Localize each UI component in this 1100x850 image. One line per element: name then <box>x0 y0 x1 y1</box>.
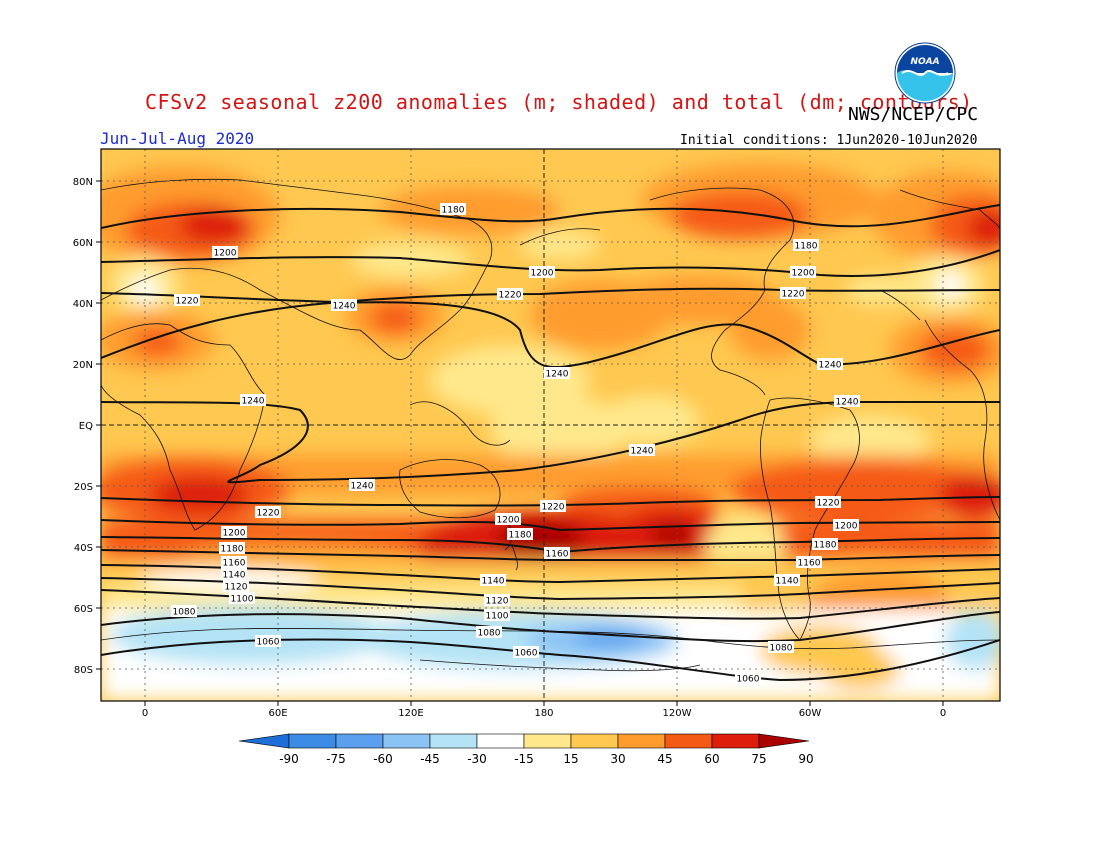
lat-label: 40N <box>73 299 93 310</box>
contour-label: 1240 <box>836 398 859 408</box>
contour-label: 1200 <box>223 529 246 539</box>
coastlines <box>101 178 1000 672</box>
colorbar-segment <box>523 733 572 749</box>
contour-label: 1220 <box>782 290 805 300</box>
contour-label: 1200 <box>835 522 858 532</box>
contour-label: 1220 <box>542 503 565 513</box>
contour-label: 1220 <box>176 297 199 307</box>
colorbar-segment <box>288 733 337 749</box>
contour-label: 1140 <box>776 577 799 587</box>
colorbar: -90 -75 -60 -45 -30 -15 15 30 45 60 75 90 <box>238 733 814 766</box>
lon-labels: 0 60E 120E 180 120W 60W 0 <box>142 708 946 719</box>
contour-label: 1120 <box>486 597 509 607</box>
colorbar-label: 75 <box>751 752 766 766</box>
colorbar-label: -75 <box>326 752 346 766</box>
contour-label: 1200 <box>497 516 520 526</box>
colorbar-label: -15 <box>514 752 534 766</box>
colorbar-label: 30 <box>610 752 625 766</box>
contour-label: 1220 <box>257 509 280 519</box>
lat-label: 20S <box>74 482 93 493</box>
contour-label: 1180 <box>221 545 244 555</box>
lon-label: 0 <box>940 708 946 719</box>
contour-label: 1100 <box>486 612 509 622</box>
contour-label: 1180 <box>442 206 465 216</box>
lat-label: 60S <box>74 604 93 615</box>
colorbar-segment <box>711 733 760 749</box>
lon-label: 120W <box>663 708 692 719</box>
colorbar-segment <box>335 733 384 749</box>
contour-label: 1180 <box>509 531 532 541</box>
lat-label: 20N <box>73 360 93 371</box>
contour-label: 1160 <box>223 559 246 569</box>
contour-label: 1180 <box>814 541 837 551</box>
colorbar-segment <box>570 733 619 749</box>
contour-label: 1200 <box>792 269 815 279</box>
lon-ticks <box>144 701 944 706</box>
contour-label: 1240 <box>351 482 374 492</box>
colorbar-segment <box>476 733 525 749</box>
contour-label: 1240 <box>333 302 356 312</box>
colorbar-label: 90 <box>798 752 813 766</box>
lat-label: 80S <box>74 665 93 676</box>
contour-label: 1240 <box>242 397 265 407</box>
contour-label: 1140 <box>223 571 246 581</box>
lon-label: 0 <box>142 708 148 719</box>
lat-labels: 80N 60N 40N 20N EQ 20S 40S 60S 80S <box>73 177 93 676</box>
noaa-logo: NOAA <box>894 42 956 104</box>
colorbar-segment <box>429 733 478 749</box>
contour-label: 1240 <box>546 370 569 380</box>
contour-label: 1200 <box>214 249 237 259</box>
colorbar-label: -60 <box>373 752 393 766</box>
lat-label: EQ <box>79 421 93 432</box>
lat-label: 80N <box>73 177 93 188</box>
contour-label: 1220 <box>499 291 522 301</box>
contour-label: 1120 <box>225 583 248 593</box>
colorbar-label: 15 <box>563 752 578 766</box>
colorbar-arrow-low <box>238 733 290 749</box>
initial-conditions-label: Initial conditions: 1Jun2020-10Jun2020 <box>680 133 978 148</box>
lon-label: 180 <box>534 708 553 719</box>
lon-label: 120E <box>398 708 423 719</box>
contour-label: 1080 <box>770 644 793 654</box>
lat-label: 60N <box>73 238 93 249</box>
colorbar-segment <box>664 733 713 749</box>
colorbar-label: -90 <box>279 752 299 766</box>
lon-label: 60W <box>799 708 822 719</box>
lon-label: 60E <box>268 708 287 719</box>
colorbar-segment <box>382 733 431 749</box>
contour-label: 1060 <box>737 675 760 685</box>
reference-lines <box>101 149 1000 701</box>
contour-labels: 1180 1200 1200 1220 1220 1220 1240 1240 … <box>171 203 860 685</box>
contour-label: 1160 <box>546 550 569 560</box>
contour-label: 1180 <box>795 242 818 252</box>
colorbar-label: 60 <box>704 752 719 766</box>
season-label: Jun-Jul-Aug 2020 <box>100 129 255 148</box>
contour-label: 1160 <box>798 559 821 569</box>
contour-label: 1240 <box>631 447 654 457</box>
contour-label: 1240 <box>819 361 842 371</box>
colorbar-segment <box>617 733 666 749</box>
contour-label: 1080 <box>173 608 196 618</box>
lat-ticks <box>96 180 101 670</box>
contour-label: 1220 <box>817 499 840 509</box>
noaa-logo-text: NOAA <box>910 57 939 67</box>
agency-label: NWS/NCEP/CPC <box>848 104 979 125</box>
colorbar-label: 45 <box>657 752 672 766</box>
contour-label: 1080 <box>478 629 501 639</box>
colorbar-arrow-high <box>758 733 810 749</box>
contour-label: 1100 <box>231 595 254 605</box>
contour-label: 1060 <box>515 649 538 659</box>
colorbar-label: -45 <box>420 752 440 766</box>
colorbar-label: -30 <box>467 752 487 766</box>
chart-title: CFSv2 seasonal z200 anomalies (m; shaded… <box>145 90 973 114</box>
contour-label: 1060 <box>257 638 280 648</box>
contour-label: 1140 <box>482 577 505 587</box>
contour-label: 1200 <box>531 269 554 279</box>
lat-label: 40S <box>74 543 93 554</box>
